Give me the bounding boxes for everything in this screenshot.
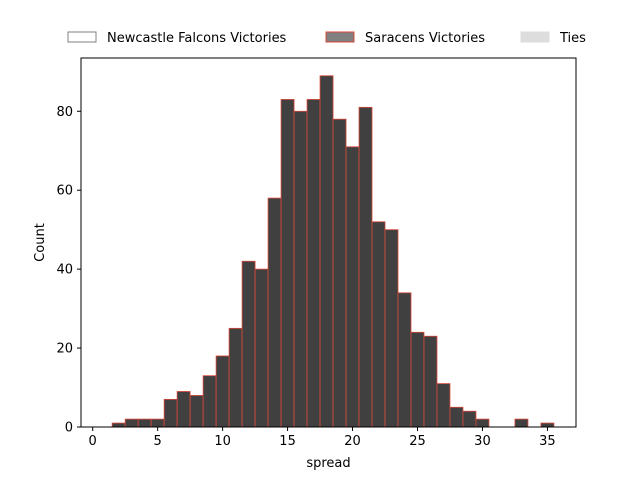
legend-swatch (325, 31, 355, 43)
x-tick-label: 30 (474, 434, 491, 449)
legend-label: Newcastle Falcons Victories (107, 31, 287, 46)
y-tick-label: 20 (56, 342, 73, 357)
histogram-bar (397, 292, 412, 428)
histogram-bar (254, 268, 269, 428)
histogram-bar (410, 331, 425, 428)
x-axis-ticks: 0 5 10 15 20 25 30 35 (89, 427, 556, 449)
x-tick-label: 0 (89, 434, 97, 449)
histogram-bar (449, 406, 464, 428)
histogram-bar (384, 229, 399, 428)
histogram-bar (358, 106, 373, 428)
legend-swatch (520, 31, 550, 43)
x-tick-label: 10 (214, 434, 231, 449)
histogram-bar (293, 110, 308, 428)
x-axis-label: spread (306, 456, 350, 471)
y-tick-label: 80 (56, 105, 73, 120)
histogram-bar (176, 391, 191, 428)
y-tick-label: 0 (65, 421, 73, 436)
histogram-bar (345, 146, 360, 428)
histogram-bar (215, 355, 230, 428)
x-tick-label: 5 (154, 434, 162, 449)
histogram-bar (332, 118, 347, 428)
histogram-bar (189, 395, 204, 428)
histogram-bar (540, 422, 555, 428)
histogram-bar (306, 99, 321, 428)
histogram-bar (202, 375, 217, 428)
histogram-bar (137, 418, 152, 428)
histogram-bar (280, 99, 295, 428)
legend-label: Ties (559, 31, 586, 46)
x-tick-label: 15 (279, 434, 296, 449)
histogram-bar (241, 260, 256, 428)
y-tick-label: 40 (56, 263, 73, 278)
legend-label: Saracens Victories (365, 31, 485, 46)
x-tick-label: 25 (409, 434, 426, 449)
histogram-bar (319, 75, 334, 428)
histogram-bar (514, 418, 529, 428)
histogram-bar (163, 398, 178, 428)
histogram-bar (150, 418, 165, 428)
histogram-bar (228, 327, 243, 428)
y-axis-label: Count (33, 223, 48, 262)
x-tick-label: 20 (344, 434, 361, 449)
y-axis-ticks: 0 20 40 60 80 (56, 105, 81, 436)
bars-group (111, 75, 555, 428)
histogram-bar (475, 418, 490, 428)
y-tick-label: 60 (56, 184, 73, 199)
histogram-bar (267, 197, 282, 428)
histogram-bar (423, 335, 438, 428)
histogram-bar (462, 410, 477, 428)
legend: Newcastle Falcons Victories Saracens Vict… (67, 31, 586, 46)
histogram-bar (371, 221, 386, 428)
histogram-bar (436, 383, 451, 428)
histogram-bar (124, 418, 139, 428)
legend-swatch (67, 31, 97, 43)
x-tick-label: 35 (539, 434, 556, 449)
histogram-bar (111, 422, 126, 428)
plot-frame (80, 57, 577, 428)
